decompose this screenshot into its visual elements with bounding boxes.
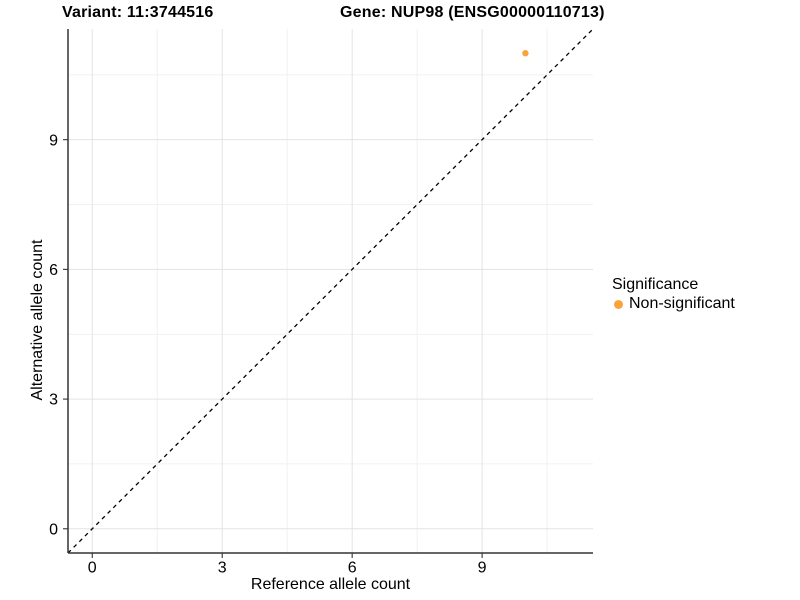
x-tick-label: 3	[218, 560, 227, 577]
legend-title: Significance	[612, 276, 699, 293]
data-point	[522, 50, 529, 57]
x-tick-label: 9	[478, 560, 487, 577]
y-tick-label: 0	[49, 521, 58, 538]
x-tick-label: 0	[88, 560, 97, 577]
legend-point-icon	[614, 299, 623, 309]
y-tick-label: 9	[49, 132, 58, 149]
legend-entry: Non-significant	[612, 295, 735, 313]
x-axis-title: Reference allele count	[250, 576, 411, 593]
legend-entry-label: Non-significant	[629, 295, 735, 312]
plot-title-variant: Variant: 11:3744516	[62, 4, 214, 21]
y-tick-label: 3	[49, 392, 58, 409]
plot-title-gene: Gene: NUP98 (ENSG00000110713)	[340, 4, 605, 21]
y-tick-label: 6	[49, 262, 58, 279]
x-tick-label: 6	[348, 560, 357, 577]
identity-dashed-line	[67, 28, 594, 554]
legend: Significance Non-significant	[612, 276, 735, 313]
